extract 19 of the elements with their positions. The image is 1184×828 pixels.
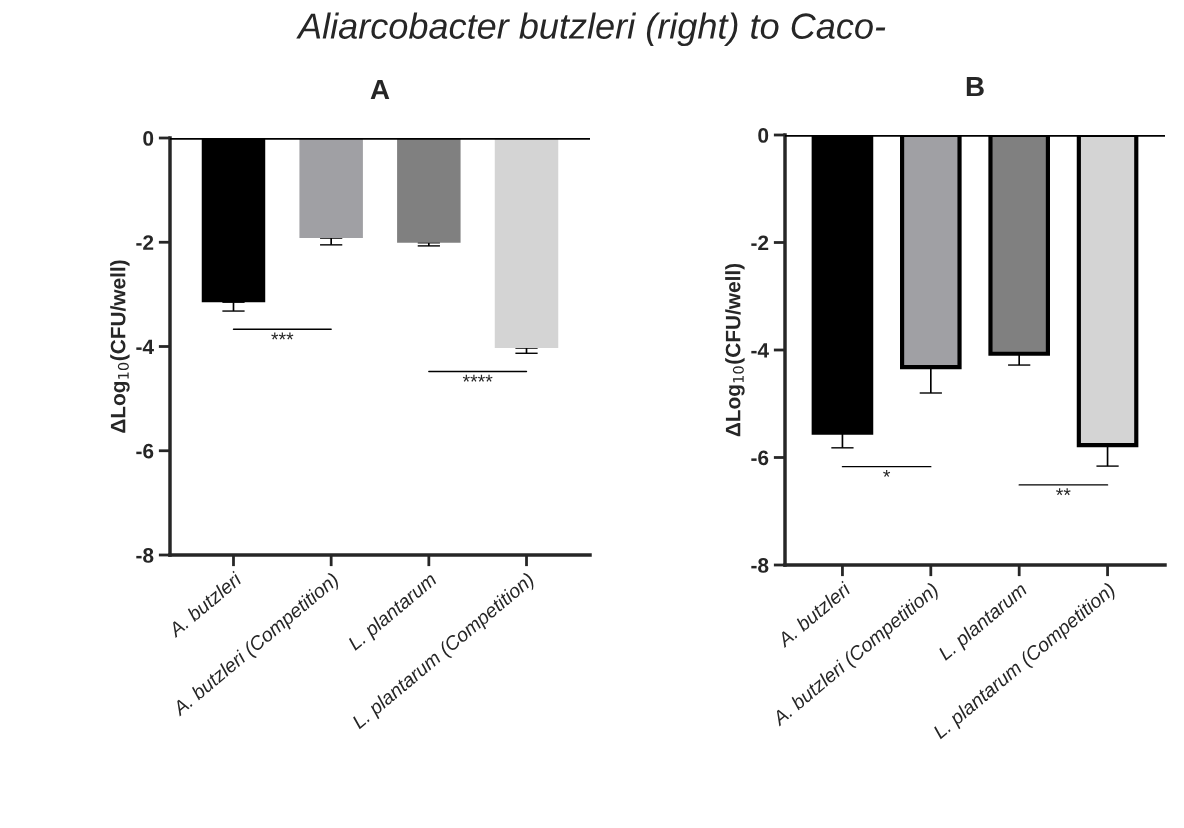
y-tick-label: -2 [751, 235, 769, 251]
annotation: *** [271, 332, 294, 340]
y-tick-label: -6 [136, 443, 154, 459]
y-tick-label: -8 [136, 548, 154, 563]
y-axis-title: ΔLog$_{10}$(CFU/well) [725, 263, 745, 437]
y-tick-label: -6 [751, 450, 769, 466]
chart-title: A [370, 80, 390, 100]
annotation: * [883, 470, 891, 477]
y-tick-label: -2 [136, 235, 154, 250]
y-tick-label: 0 [758, 128, 769, 143]
chart-title: B [966, 77, 984, 97]
y-tick-label: 0 [143, 131, 154, 146]
y-tick-label: -4 [136, 339, 154, 355]
y-tick-label: -8 [751, 558, 769, 573]
annotation: ** [1056, 488, 1071, 496]
y-tick-label: -4 [751, 343, 769, 358]
y-axis-title: ΔLog$_{10}$(CFU/well) [110, 260, 130, 433]
annotation: **** [462, 374, 493, 382]
text: Aliarcobacter butzleri (right) to Caco- [296, 12, 886, 47]
